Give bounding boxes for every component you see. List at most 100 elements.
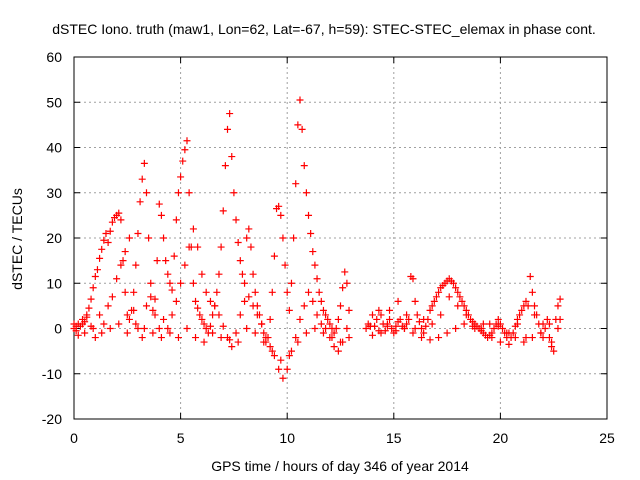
data-point (136, 198, 144, 206)
grid (74, 57, 607, 419)
data-point (531, 311, 539, 319)
data-point (145, 234, 153, 242)
data-point (332, 325, 340, 332)
y-tick-label: 50 (46, 94, 62, 110)
data-point (341, 268, 349, 276)
data-point (245, 293, 253, 301)
data-point (317, 297, 325, 305)
data-point (522, 334, 530, 342)
data-point (337, 302, 344, 310)
data-point (138, 334, 146, 342)
data-point (422, 322, 430, 330)
data-point (277, 356, 285, 364)
data-point (98, 329, 106, 337)
data-point (496, 338, 504, 346)
data-point (541, 325, 549, 332)
data-point (490, 325, 498, 332)
data-point (113, 275, 121, 283)
data-point (524, 302, 532, 310)
data-point (266, 343, 274, 351)
data-point (505, 340, 513, 348)
data-point (234, 338, 242, 346)
data-point (435, 288, 443, 296)
data-point (213, 288, 221, 296)
data-point (368, 311, 376, 319)
data-point (166, 329, 174, 337)
data-point (292, 334, 300, 342)
data-point (556, 295, 564, 303)
data-point (253, 311, 261, 319)
data-point (454, 302, 462, 310)
data-point (413, 311, 421, 319)
data-point (539, 320, 547, 328)
data-point (164, 270, 172, 278)
data-point (79, 320, 87, 328)
data-point (449, 279, 457, 287)
data-point (403, 311, 411, 319)
data-point (309, 248, 317, 256)
data-point (89, 284, 97, 292)
data-point (545, 334, 553, 342)
data-point (200, 320, 208, 328)
data-point (411, 325, 419, 332)
data-point (488, 334, 496, 342)
data-point (420, 315, 428, 323)
y-tick-label: 20 (46, 230, 62, 246)
data-point (96, 254, 104, 262)
data-point (452, 325, 460, 332)
data-point (185, 189, 193, 197)
data-point (394, 297, 402, 305)
data-point (302, 329, 310, 337)
data-point (373, 315, 381, 323)
data-point (166, 279, 174, 287)
data-point (477, 325, 485, 332)
data-point (132, 261, 140, 269)
axis-ticks: 0 5 10 15 20 25 -20 -10 0 10 20 30 40 50 60 (42, 49, 615, 446)
data-point (121, 248, 129, 256)
x-tick-label: 5 (177, 430, 185, 446)
data-point (168, 286, 176, 294)
data-point (494, 322, 502, 330)
y-tick-label: 10 (46, 275, 62, 291)
data-point (283, 365, 291, 373)
data-point (108, 293, 116, 301)
data-point (386, 315, 394, 323)
data-point (260, 338, 268, 346)
data-point (91, 334, 99, 342)
data-point (311, 325, 319, 332)
data-point (104, 239, 112, 247)
data-point (209, 311, 217, 319)
data-point (456, 293, 464, 301)
data-point (518, 306, 526, 314)
data-point (219, 207, 227, 215)
data-point (277, 211, 285, 219)
data-point (153, 257, 161, 265)
data-point (362, 325, 370, 332)
data-point (460, 320, 468, 328)
data-point (543, 315, 551, 323)
data-point (236, 311, 244, 319)
data-point (368, 331, 376, 339)
data-point (117, 216, 125, 224)
data-point (319, 329, 327, 337)
data-point (528, 334, 536, 342)
data-point (123, 311, 131, 319)
data-point (72, 322, 80, 330)
data-point (454, 288, 462, 296)
data-point (125, 234, 133, 242)
data-point (415, 318, 423, 326)
data-point (192, 297, 200, 305)
data-point (157, 211, 165, 219)
x-tick-label: 25 (599, 430, 615, 446)
data-point (460, 302, 468, 310)
data-point (104, 302, 112, 310)
data-point (147, 293, 155, 301)
data-point (249, 302, 257, 310)
data-point (375, 306, 383, 314)
data-point (539, 334, 547, 342)
data-point (260, 329, 268, 337)
data-point (243, 234, 251, 242)
data-point (162, 257, 170, 265)
data-point (192, 334, 200, 342)
data-point (309, 297, 317, 305)
